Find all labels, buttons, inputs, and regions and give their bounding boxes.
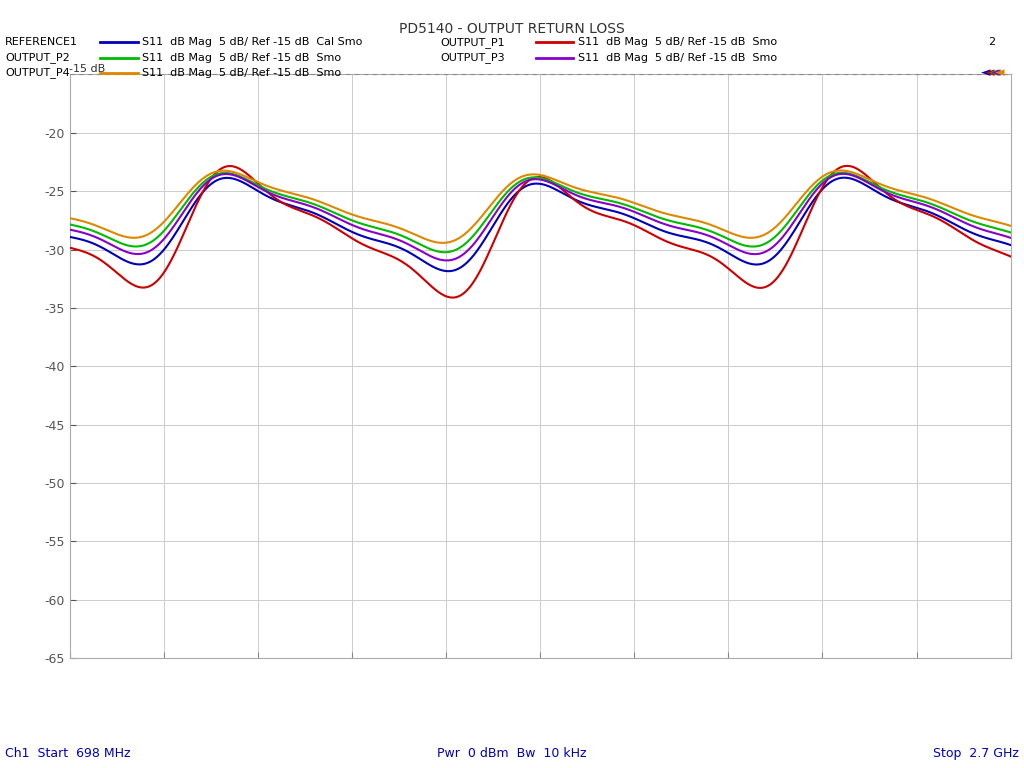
Text: ◄: ◄ xyxy=(989,67,998,79)
Text: ◄: ◄ xyxy=(981,67,990,79)
Text: S11  dB Mag  5 dB/ Ref -15 dB  Smo: S11 dB Mag 5 dB/ Ref -15 dB Smo xyxy=(578,52,776,63)
Text: S11  dB Mag  5 dB/ Ref -15 dB  Cal Smo: S11 dB Mag 5 dB/ Ref -15 dB Cal Smo xyxy=(142,37,362,48)
Text: Stop  2.7 GHz: Stop 2.7 GHz xyxy=(933,747,1019,760)
Text: ◄: ◄ xyxy=(994,67,1005,79)
Text: S11  dB Mag  5 dB/ Ref -15 dB  Smo: S11 dB Mag 5 dB/ Ref -15 dB Smo xyxy=(142,68,341,78)
Text: 2: 2 xyxy=(988,37,995,48)
Text: PD5140 - OUTPUT RETURN LOSS: PD5140 - OUTPUT RETURN LOSS xyxy=(399,22,625,35)
Text: OUTPUT_P3: OUTPUT_P3 xyxy=(440,52,505,63)
Text: OUTPUT_P1: OUTPUT_P1 xyxy=(440,37,505,48)
Text: S11  dB Mag  5 dB/ Ref -15 dB  Smo: S11 dB Mag 5 dB/ Ref -15 dB Smo xyxy=(142,52,341,63)
Text: S11  dB Mag  5 dB/ Ref -15 dB  Smo: S11 dB Mag 5 dB/ Ref -15 dB Smo xyxy=(578,37,776,48)
Text: OUTPUT_P4: OUTPUT_P4 xyxy=(5,68,70,78)
Text: Ch1  Start  698 MHz: Ch1 Start 698 MHz xyxy=(5,747,131,760)
Text: ◄: ◄ xyxy=(991,67,1000,79)
Text: -15 dB: -15 dB xyxy=(69,64,104,74)
Text: Pwr  0 dBm  Bw  10 kHz: Pwr 0 dBm Bw 10 kHz xyxy=(437,747,587,760)
Text: REFERENCE1: REFERENCE1 xyxy=(5,37,78,48)
Text: OUTPUT_P2: OUTPUT_P2 xyxy=(5,52,70,63)
Text: ◄: ◄ xyxy=(985,67,994,79)
